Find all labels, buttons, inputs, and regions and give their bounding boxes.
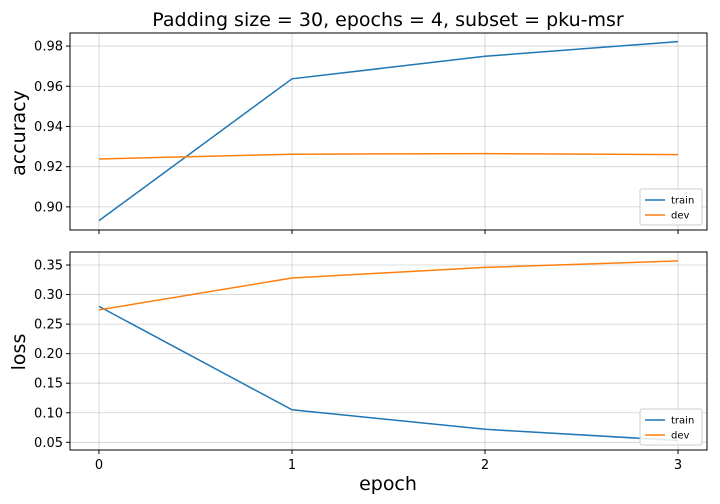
loss-ytick-label: 0.15	[34, 377, 63, 392]
loss-ytick-label: 0.35	[34, 259, 63, 274]
loss-ytick-label: 0.10	[34, 406, 63, 421]
loss-legend-box	[639, 408, 703, 446]
loss-legend-label-dev: dev	[671, 431, 690, 442]
accuracy-train-line	[98, 40, 679, 222]
loss-dev-line	[98, 260, 679, 311]
loss-xtick-label: 0	[95, 458, 103, 473]
accuracy-legend: train dev	[639, 188, 703, 226]
accuracy-ytick-label: 0.94	[34, 120, 63, 135]
epoch-axis-label: epoch	[359, 473, 417, 495]
accuracy-legend-label-dev: dev	[671, 211, 690, 222]
accuracy-legend-box	[639, 188, 703, 226]
loss-axes-frame	[69, 251, 708, 451]
chart-title: Padding size = 30, epochs = 4, subset = …	[152, 9, 624, 31]
loss-ytick-label: 0.30	[34, 288, 63, 303]
loss-legend: train dev	[639, 408, 703, 446]
accuracy-dev-line	[98, 152, 679, 160]
loss-xtick-label: 2	[481, 458, 489, 473]
loss-train-line	[98, 305, 679, 442]
loss-xtick-label: 3	[674, 458, 682, 473]
accuracy-ytick-label: 0.98	[34, 40, 63, 55]
accuracy-axes-frame	[69, 32, 708, 231]
accuracy-ytick-label: 0.90	[34, 200, 63, 215]
loss-ytick-label: 0.20	[34, 347, 63, 362]
accuracy-ytick-label: 0.92	[34, 160, 63, 175]
loss-xtick-label: 1	[288, 458, 296, 473]
accuracy-panel: 0.90 0.92 0.94 0.96 0.98 train dev	[34, 32, 708, 234]
loss-ytick-label: 0.05	[34, 436, 63, 451]
loss-legend-label-train: train	[671, 416, 694, 427]
accuracy-legend-label-train: train	[671, 196, 694, 207]
accuracy-axis-label: accuracy	[8, 90, 30, 176]
accuracy-ytick-label: 0.96	[34, 80, 63, 95]
loss-panel: 0.05 0.10 0.15 0.20 0.25 0.30 0.35 0 1 2 3 train dev	[34, 251, 708, 473]
loss-axis-label: loss	[8, 334, 30, 371]
loss-ytick-label: 0.25	[34, 318, 63, 333]
